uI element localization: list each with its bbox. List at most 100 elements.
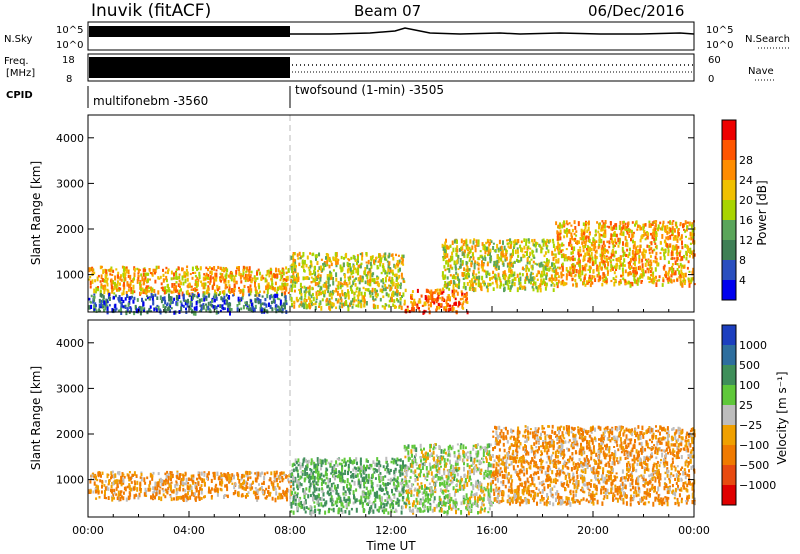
scatter-cell — [647, 276, 650, 280]
scatter-cell — [185, 307, 187, 311]
scatter-cell — [254, 277, 257, 281]
scatter-cell — [318, 293, 321, 296]
scatter-cell — [213, 476, 216, 480]
scatter-cell — [147, 285, 150, 288]
scatter-cell — [195, 300, 198, 306]
scatter-cell — [608, 240, 611, 245]
scatter-cell — [305, 487, 308, 491]
scatter-cell — [322, 265, 325, 271]
scatter-cell — [531, 276, 534, 282]
scatter-cell — [644, 258, 647, 261]
scatter-cell — [382, 295, 385, 299]
scatter-cell — [239, 275, 242, 280]
scatter-cell — [240, 280, 243, 284]
scatter-cell — [154, 279, 157, 284]
scatter-cell — [543, 240, 546, 243]
scatter-cell — [419, 485, 422, 489]
scatter-cell — [236, 472, 239, 477]
scatter-cell — [143, 477, 146, 483]
scatter-cell — [369, 489, 372, 495]
scatter-cell — [207, 281, 210, 284]
scatter-cell — [253, 307, 256, 313]
scatter-cell — [557, 279, 560, 284]
scatter-cell — [394, 478, 397, 482]
scatter-cell — [594, 254, 597, 259]
scatter-cell — [141, 287, 144, 293]
scatter-cell — [205, 303, 207, 306]
scatter-cell — [641, 258, 644, 263]
scatter-cell — [283, 291, 286, 295]
scatter-cell — [140, 306, 143, 311]
scatter-cell — [104, 305, 107, 311]
scatter-cell — [645, 259, 648, 263]
scatter-cell — [281, 282, 284, 287]
scatter-cell — [223, 300, 226, 305]
scatter-cell — [276, 273, 279, 278]
scatter-cell — [357, 478, 360, 482]
scatter-cell — [444, 274, 447, 279]
scatter-cell — [351, 275, 354, 278]
scatter-cell — [318, 252, 320, 257]
scatter-cell — [216, 471, 219, 476]
scatter-cell — [316, 457, 319, 462]
scatter-cell — [274, 472, 277, 477]
scatter-cell — [305, 291, 307, 294]
scatter-cell — [243, 284, 246, 288]
scatter-cell — [384, 487, 387, 490]
scatter-cell — [330, 495, 333, 500]
scatter-cell — [314, 495, 317, 500]
scatter-cell — [465, 261, 468, 266]
scatter-cell — [266, 309, 269, 313]
scatter-cell — [374, 259, 377, 263]
scatter-cell — [240, 273, 243, 276]
scatter-cell — [364, 498, 367, 503]
scatter-cell — [621, 226, 624, 231]
scatter-cell — [97, 274, 100, 278]
scatter-cell — [292, 258, 295, 263]
scatter-cell — [209, 278, 212, 283]
scatter-cell — [136, 480, 139, 485]
scatter-cell — [226, 476, 229, 482]
scatter-cell — [149, 480, 152, 485]
scatter-cell — [281, 495, 284, 500]
scatter-cell — [171, 473, 174, 478]
scatter-cell — [544, 265, 547, 271]
scatter-cell — [160, 482, 163, 487]
scatter-cell — [644, 223, 647, 227]
scatter-cell — [516, 247, 519, 250]
scatter-cell — [92, 490, 95, 494]
scatter-cell — [357, 270, 360, 275]
scatter-cell — [546, 258, 548, 263]
scatter-cell — [355, 268, 358, 274]
scatter-cell — [330, 276, 333, 280]
scatter-cell — [148, 307, 151, 313]
scatter-cell — [492, 287, 495, 291]
scatter-cell — [667, 252, 670, 257]
scatter-cell — [223, 295, 226, 300]
scatter-cell — [372, 272, 375, 276]
nave-tick-high: 60 — [708, 55, 721, 66]
scatter-cell — [583, 235, 586, 240]
scatter-cell — [355, 488, 358, 492]
scatter-cell — [589, 257, 591, 261]
scatter-cell — [602, 272, 605, 277]
scatter-cell — [357, 302, 360, 308]
scatter-cell — [458, 282, 460, 286]
scatter-cell — [400, 510, 403, 515]
scatter-cell — [572, 255, 575, 258]
scatter-cell — [398, 274, 401, 279]
scatter-cell — [606, 266, 609, 270]
scatter-cell — [370, 264, 373, 269]
scatter-cell — [606, 273, 609, 276]
scatter-cell — [94, 290, 97, 294]
scatter-cell — [562, 253, 565, 258]
scatter-cell — [344, 297, 347, 300]
scatter-cell — [396, 262, 398, 266]
scatter-cell — [235, 281, 238, 284]
scatter-cell — [260, 485, 263, 490]
scatter-cell — [371, 291, 374, 296]
scatter-cell — [320, 472, 323, 477]
scatter-cell — [487, 240, 490, 244]
scatter-cell — [347, 306, 350, 312]
scatter-cell — [173, 497, 175, 501]
